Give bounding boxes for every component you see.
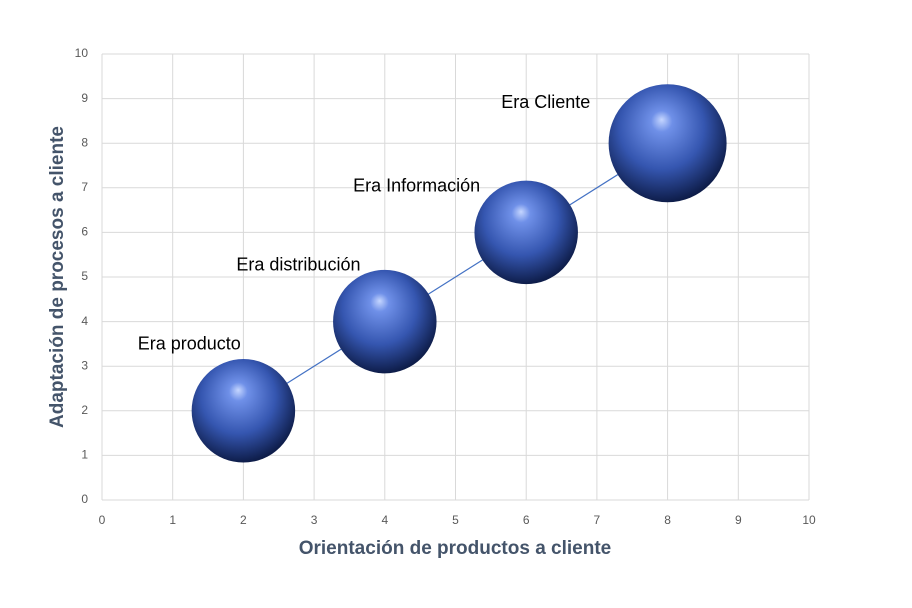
y-tick-label: 5 <box>81 269 88 283</box>
y-tick-label: 6 <box>81 225 88 239</box>
bubble-label: Era Información <box>353 176 480 196</box>
x-tick-label: 10 <box>802 513 816 527</box>
bubble <box>333 269 437 374</box>
x-tick-label: 8 <box>664 513 671 527</box>
bubble <box>608 84 727 203</box>
x-tick-label: 7 <box>594 513 601 527</box>
bubble <box>191 359 296 463</box>
x-tick-label: 4 <box>381 513 388 527</box>
bubble-label: Era Cliente <box>501 92 590 112</box>
trendline <box>243 142 668 412</box>
bubble-label: Era distribución <box>236 254 360 274</box>
x-tick-label: 9 <box>735 513 742 527</box>
y-tick-label: 3 <box>81 358 88 372</box>
x-tick-label: 0 <box>99 513 106 527</box>
x-tick-label: 2 <box>240 513 247 527</box>
x-tick-label: 5 <box>452 513 459 527</box>
y-tick-label: 9 <box>81 91 88 105</box>
y-tick-label: 1 <box>81 448 88 462</box>
y-tick-label: 10 <box>75 46 89 60</box>
y-tick-label: 7 <box>81 180 88 194</box>
y-tick-label: 2 <box>81 403 88 417</box>
y-tick-label: 0 <box>81 492 88 506</box>
y-axis-title: Adaptación de procesos a cliente <box>47 126 68 428</box>
y-tick-label: 4 <box>81 314 88 328</box>
x-tick-label: 3 <box>311 513 318 527</box>
bubble-label: Era producto <box>138 333 241 353</box>
bubble <box>474 180 578 285</box>
x-axis-title: Orientación de productos a cliente <box>299 538 612 559</box>
x-tick-label: 6 <box>523 513 530 527</box>
y-tick-label: 8 <box>81 135 88 149</box>
x-tick-label: 1 <box>169 513 176 527</box>
